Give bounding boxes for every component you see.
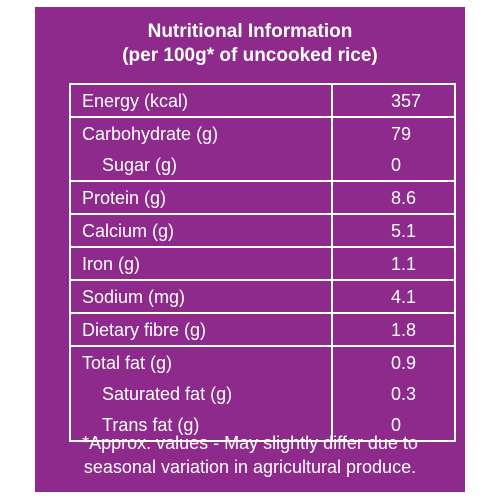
table-row: Dietary fibre (g) 1.8 <box>69 312 456 347</box>
nutrient-value: 357 <box>331 83 456 118</box>
table-row: Protein (g) 8.6 <box>69 180 456 215</box>
nutrient-value: 1.1 <box>331 246 456 281</box>
nutrient-value: 5.1 <box>331 213 456 248</box>
table-row: Saturated fat (g) 0.3 <box>69 378 456 409</box>
nutrient-name: Protein (g) <box>69 180 333 215</box>
table-row: Energy (kcal) 357 <box>69 83 456 118</box>
nutrient-value: 0 <box>331 409 456 442</box>
nutrient-name: Trans fat (g) <box>69 409 333 442</box>
nutrient-name: Calcium (g) <box>69 213 333 248</box>
nutrient-value: 0.3 <box>331 378 456 409</box>
panel-title: Nutritional Information <box>147 21 353 42</box>
nutrient-name: Dietary fibre (g) <box>69 312 333 347</box>
footnote: *Approx. values - May slightly differ du… <box>82 433 418 453</box>
nutrition-panel: Nutritional Information (per 100g* of un… <box>33 5 467 494</box>
table-row: Calcium (g) 5.1 <box>69 213 456 248</box>
nutrient-value: 79 <box>331 116 456 149</box>
nutrient-name: Energy (kcal) <box>69 83 333 118</box>
nutrient-value: 1.8 <box>331 312 456 347</box>
table-row: Sugar (g) 0 <box>69 149 456 182</box>
nutrient-name: Total fat (g) <box>69 345 333 378</box>
footnote: seasonal variation in agricultural produ… <box>83 457 417 477</box>
table-row: Total fat (g) 0.9 <box>69 345 456 378</box>
table-row: Iron (g) 1.1 <box>69 246 456 281</box>
nutrient-value: 0.9 <box>331 345 456 378</box>
table-row: Sodium (mg) 4.1 <box>69 279 456 314</box>
nutrition-table: Energy (kcal) 357 Carbohydrate (g) 79 Su… <box>69 83 456 442</box>
nutrient-name: Iron (g) <box>69 246 333 281</box>
nutrient-value: 4.1 <box>331 279 456 314</box>
panel-subtitle: (per 100g* of uncooked rice) <box>122 45 378 66</box>
nutrient-value: 0 <box>331 149 456 182</box>
table-row: Trans fat (g) 0 <box>69 409 456 442</box>
nutrient-name: Sugar (g) <box>69 149 333 182</box>
table-row: Carbohydrate (g) 79 <box>69 116 456 149</box>
nutrient-value: 8.6 <box>331 180 456 215</box>
nutrient-name: Carbohydrate (g) <box>69 116 333 149</box>
nutrient-name: Sodium (mg) <box>69 279 333 314</box>
nutrient-name: Saturated fat (g) <box>69 378 333 409</box>
